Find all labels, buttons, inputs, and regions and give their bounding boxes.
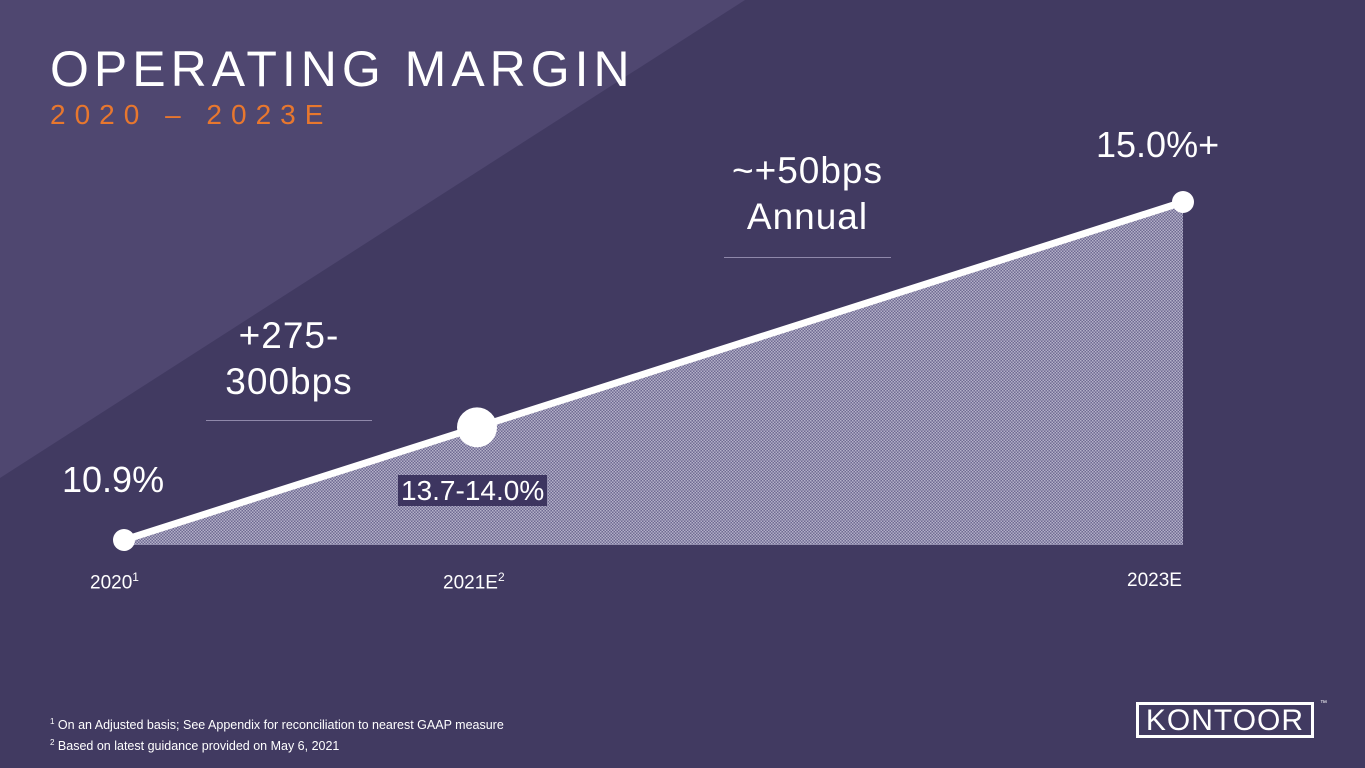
x-tick-label: 2023E (1127, 570, 1182, 591)
x-tick-label: 2021E (443, 572, 498, 594)
data-point-2023e (1172, 191, 1194, 213)
footnotes: 1 On an Adjusted basis; See Appendix for… (50, 713, 504, 755)
data-point-2021e (457, 407, 497, 448)
kontoor-logo: KONTOOR (1136, 702, 1314, 738)
footnote-text: Based on latest guidance provided on May… (54, 739, 340, 754)
footnote-mark: 2 (50, 738, 55, 748)
page-subtitle: 2020 – 2023E (50, 99, 333, 130)
annotation-2020-2021: +275- 300bps (206, 313, 372, 405)
annotation-divider (206, 420, 372, 421)
annotation-2021-2023: ~+50bps Annual (724, 148, 891, 240)
x-tick-2023e: 2023E (1127, 570, 1182, 592)
footnote-text: On an Adjusted basis; See Appendix for r… (54, 718, 504, 733)
footnote-ref: 2 (497, 570, 505, 584)
x-tick-2020: 20201 (90, 570, 139, 594)
annotation-line: Annual (746, 196, 869, 237)
footnote-1: 1 On an Adjusted basis; See Appendix for… (50, 713, 504, 734)
data-point-2020 (113, 529, 135, 551)
data-label-2021e: 13.7-14.0% (398, 467, 548, 509)
x-tick-2021e: 2021E2 (443, 570, 505, 594)
footnote-mark: 1 (50, 717, 55, 726)
annotation-line: 300bps (225, 361, 353, 402)
annotation-divider (724, 257, 891, 258)
data-label-2023e: 15.0%+ (1096, 124, 1220, 165)
x-tick-label: 2020 (90, 572, 133, 594)
data-label-2020: 10.9% (62, 459, 165, 500)
footnote-ref: 1 (132, 570, 139, 584)
data-label-2021e-text: 13.7-14.0% (398, 475, 548, 506)
trademark-mark: ™ (1320, 700, 1327, 707)
annotation-line: +275- (238, 315, 340, 356)
annotation-line: ~+50bps (731, 150, 884, 191)
footnote-2: 2 Based on latest guidance provided on M… (50, 734, 504, 755)
page-title: OPERATING MARGIN (50, 41, 635, 97)
